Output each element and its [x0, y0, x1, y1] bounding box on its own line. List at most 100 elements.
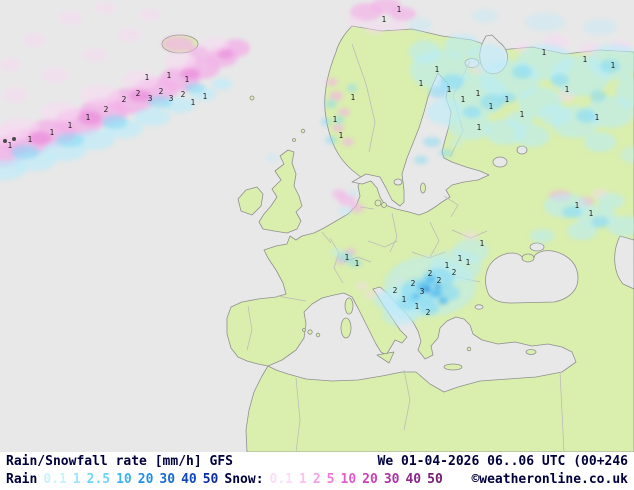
black-sea: [485, 250, 579, 304]
precip-value-label: 1: [583, 55, 588, 64]
funen-island: [381, 202, 387, 208]
precip-value-label: 1: [480, 239, 485, 248]
map-title: Rain/Snowfall rate [mm/h] GFS: [6, 453, 233, 471]
precip-value-label: 1: [589, 209, 594, 218]
lake-onega: [516, 145, 528, 155]
crimea-peninsula: [521, 253, 535, 263]
precip-value-label: 1: [461, 95, 466, 104]
precip-value-label: 1: [542, 48, 547, 57]
snow-legend-value: 0.1: [269, 472, 294, 487]
precip-value-label: 2: [393, 286, 398, 295]
precip-value-label: 1: [402, 295, 407, 304]
mediterranean-sea: [267, 286, 577, 393]
precip-value-label: 1: [145, 73, 150, 82]
precip-value-label: 2: [452, 268, 457, 277]
precip-value-label: 2: [411, 279, 416, 288]
precip-value-label: 1: [86, 113, 91, 122]
faroe-island: [249, 95, 255, 101]
uk-island: [258, 149, 303, 234]
cyprus-island: [525, 349, 537, 355]
precip-value-label: 1: [435, 65, 440, 74]
precip-value-label: 1: [68, 121, 73, 130]
map-title-product: Rain/Snowfall rate: [6, 454, 147, 469]
orkney-island: [292, 138, 296, 142]
precip-value-label: 2: [122, 95, 127, 104]
precip-value-label: 1: [351, 93, 356, 102]
precip-value-label: 1: [611, 61, 616, 70]
caspian-sea: [614, 235, 634, 290]
sea-of-marmara: [474, 304, 484, 310]
valid-datetime: We 01-04-2026 06..06 UTC (00+246: [377, 454, 628, 469]
precip-value-label: 1: [339, 131, 344, 140]
precip-value-label: 2: [437, 276, 442, 285]
copyright: ©weatheronline.co.uk: [471, 472, 628, 487]
snow-legend-values: 0.1 1 2 5 10 20 30 40 50: [270, 471, 443, 489]
mallorca-island: [307, 329, 313, 335]
rain-legend-value: 40: [181, 472, 197, 487]
precip-value-label: 1: [167, 71, 172, 80]
shetland-island: [300, 128, 306, 134]
precip-value-label: 2: [104, 105, 109, 114]
precip-value-label: 1: [505, 95, 510, 104]
rain-legend-value: 30: [159, 472, 176, 487]
sardinia-island: [340, 317, 352, 339]
snow-legend-value: 20: [362, 472, 378, 487]
precip-value-label: 1: [447, 85, 452, 94]
lake-vanern: [393, 178, 403, 186]
rain-legend-value: 20: [137, 472, 154, 487]
precip-value-label: 1: [419, 79, 424, 88]
ibiza-island: [302, 328, 306, 332]
map-title-unit: [mm/h]: [154, 454, 202, 469]
ireland-island: [237, 186, 264, 216]
precip-value-label: 1: [565, 85, 570, 94]
precip-value-label: 2: [181, 90, 186, 99]
map-title-model: GFS: [209, 454, 233, 469]
precip-value-label: 1: [382, 15, 387, 24]
precip-value-label: 1: [458, 254, 463, 263]
precip-value-label: 1: [415, 302, 420, 311]
precip-value-label: 1: [50, 128, 55, 137]
precip-value-label: 1: [476, 89, 481, 98]
snow-legend-label: Snow:: [224, 472, 264, 487]
heavy-precip-marks: [3, 137, 16, 143]
rhodes-island: [466, 346, 472, 352]
rain-legend-value: 1: [72, 472, 81, 487]
caption-legend-row: Rain 0.1 1 2.5 10 20 30 40 50 Snow: 0.1 1 2 5 10 20 3…: [0, 471, 634, 489]
caption-bar: Rain/Snowfall rate [mm/h] GFS We 01-04-2…: [0, 452, 634, 490]
menorca-island: [315, 332, 321, 338]
snow-legend-value: 5: [326, 472, 335, 487]
precip-value-label: 1: [445, 261, 450, 270]
rain-legend-value: 2.5: [86, 472, 111, 487]
precip-value-label: 1: [595, 113, 600, 122]
precip-value-label: 2: [159, 87, 164, 96]
snow-legend-value: 10: [340, 472, 357, 487]
snow-legend-value: 30: [383, 472, 400, 487]
rain-overlay: [0, 9, 634, 326]
precip-value-label: 1: [345, 253, 350, 262]
crete-island: [443, 363, 463, 371]
rain-legend-value: 0.1: [43, 472, 67, 487]
sicily-island: [376, 351, 395, 364]
precip-value-label: 3: [148, 94, 153, 103]
precip-value-label: 1: [355, 259, 360, 268]
precip-value-label: 1: [466, 258, 471, 267]
snow-legend-value: 40: [405, 472, 422, 487]
snow-overlay: [0, 0, 630, 299]
precip-value-label: 2: [136, 89, 141, 98]
zealand-island: [374, 199, 382, 207]
precip-value-label: 1: [575, 201, 580, 210]
precip-value-label: 1: [8, 141, 13, 150]
precip-value-label: 1: [489, 102, 494, 111]
lake-ladoga: [492, 156, 508, 168]
precip-value-label: 1: [477, 123, 482, 132]
caption-title-row: Rain/Snowfall rate [mm/h] GFS We 01-04-2…: [0, 452, 634, 471]
gotland-island: [420, 182, 426, 194]
precip-value-label: 1: [397, 5, 402, 14]
precip-value-label: 1: [185, 75, 190, 84]
snow-legend-value: 50: [427, 472, 443, 487]
snow-legend-value: 2: [312, 472, 321, 487]
rain-legend-value: 50: [202, 472, 219, 487]
snow-legend-value: 1: [299, 472, 307, 487]
